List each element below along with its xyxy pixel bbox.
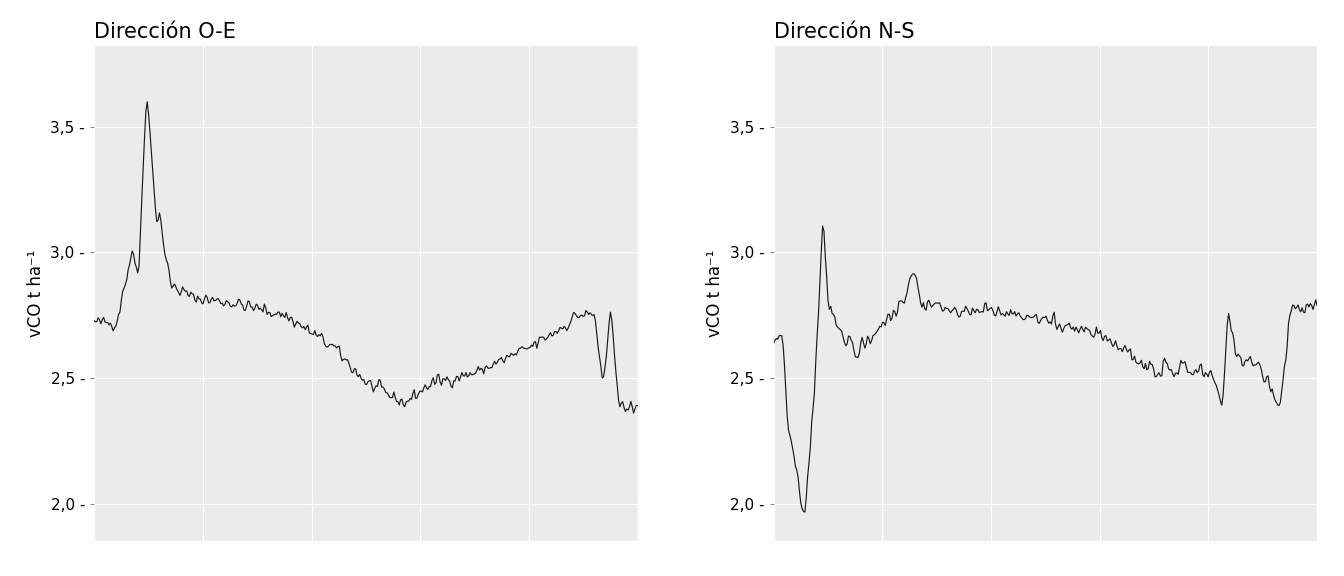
Y-axis label: vCO t ha⁻¹: vCO t ha⁻¹	[707, 250, 724, 338]
Text: Dirección O-E: Dirección O-E	[94, 22, 237, 41]
Text: Dirección N-S: Dirección N-S	[774, 22, 914, 41]
Y-axis label: vCO t ha⁻¹: vCO t ha⁻¹	[27, 250, 44, 338]
